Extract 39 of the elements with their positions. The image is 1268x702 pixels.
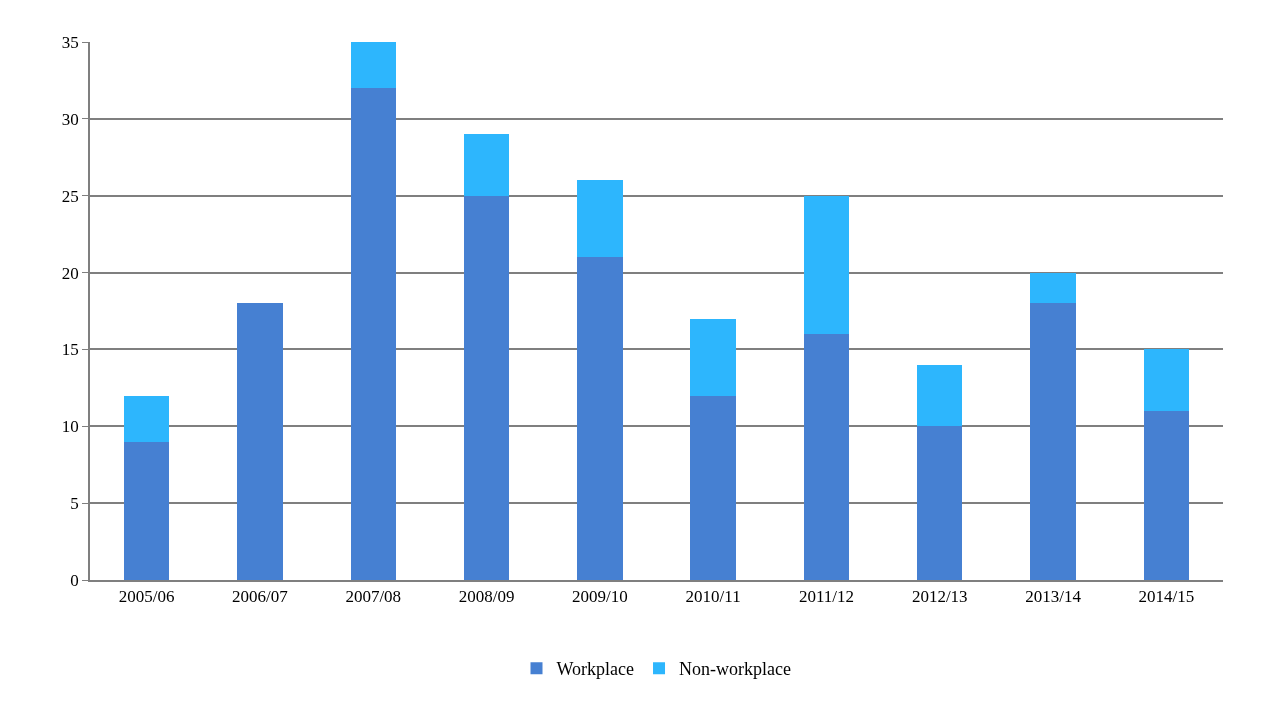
bar bbox=[1143, 349, 1190, 411]
y-tick-label: 35 bbox=[61, 32, 79, 52]
y-tick-label: 15 bbox=[61, 340, 79, 360]
bar bbox=[577, 180, 623, 258]
bar bbox=[803, 334, 850, 580]
y-tick-label: 20 bbox=[61, 263, 79, 283]
bar bbox=[803, 195, 850, 335]
x-tick-label: 2014/15 bbox=[1138, 587, 1195, 607]
x-tick-label: 2011/12 bbox=[798, 587, 854, 607]
y-tick-label: 25 bbox=[61, 186, 79, 206]
x-tick-label: 2008/09 bbox=[458, 587, 515, 607]
bar bbox=[123, 441, 170, 580]
bar bbox=[463, 134, 510, 196]
legend-label: Non-workplace bbox=[679, 659, 791, 680]
bar bbox=[237, 303, 283, 580]
y-tick-label: 10 bbox=[61, 417, 79, 437]
bar bbox=[1030, 272, 1076, 304]
y-tick-label: 0 bbox=[70, 570, 79, 590]
bar bbox=[1030, 303, 1076, 580]
bar bbox=[463, 195, 510, 580]
y-tick-label: 30 bbox=[61, 109, 79, 129]
y-tick-label: 5 bbox=[70, 494, 79, 514]
x-tick-label: 2013/14 bbox=[1025, 587, 1082, 607]
x-tick-label: 2009/10 bbox=[571, 587, 628, 607]
x-tick-label: 2012/13 bbox=[911, 587, 968, 607]
bar bbox=[690, 395, 736, 580]
bar bbox=[350, 88, 396, 580]
bar bbox=[577, 257, 623, 580]
bar bbox=[917, 364, 963, 427]
x-tick-label: 2006/07 bbox=[232, 587, 289, 607]
bar bbox=[123, 395, 170, 442]
legend-label: Workplace bbox=[556, 659, 635, 680]
x-tick-label: 2010/11 bbox=[685, 587, 741, 607]
bar bbox=[690, 318, 736, 396]
bar bbox=[350, 42, 396, 89]
x-tick-label: 2007/08 bbox=[345, 587, 402, 607]
bar bbox=[917, 426, 963, 580]
x-tick-label: 2005/06 bbox=[118, 587, 175, 607]
bar bbox=[1143, 410, 1190, 580]
